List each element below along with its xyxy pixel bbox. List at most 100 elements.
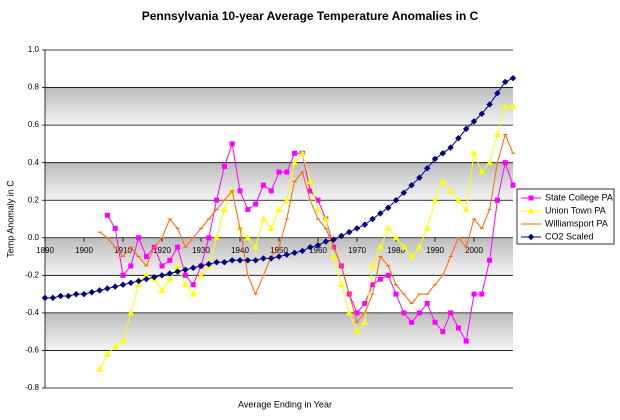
x-tick-label: 1910 [114, 246, 132, 255]
point-marker [268, 188, 274, 194]
legend-label: State College PA [545, 192, 613, 202]
point-marker [384, 204, 392, 211]
point-marker [128, 263, 134, 269]
legend-label: Union Town PA [545, 205, 606, 215]
point-marker [275, 206, 283, 213]
point-marker [136, 235, 142, 241]
point-marker [197, 271, 205, 278]
point-marker [96, 365, 103, 372]
y-axis-title: Temp Anomaly in C [5, 180, 15, 258]
point-marker [440, 329, 446, 335]
point-marker [119, 337, 127, 344]
point-marker [494, 89, 501, 97]
point-marker [400, 189, 408, 196]
x-tick-label: 1970 [348, 246, 366, 255]
point-marker [299, 149, 306, 156]
x-tick-label: 2000 [465, 246, 483, 255]
point-marker [213, 258, 220, 266]
point-marker [174, 268, 181, 275]
point-marker [237, 188, 243, 194]
point-marker [416, 243, 423, 250]
point-marker [112, 225, 118, 231]
point-marker [509, 74, 517, 82]
point-marker [158, 272, 166, 279]
point-marker [221, 206, 228, 213]
point-marker [392, 197, 400, 204]
point-marker [174, 262, 181, 269]
y-tick-label: 0.2 [28, 195, 40, 204]
point-marker [119, 281, 127, 288]
point-marker [80, 290, 88, 298]
point-marker [361, 221, 369, 228]
point-marker [127, 279, 135, 287]
point-marker [470, 118, 478, 125]
legend-marker [528, 195, 534, 201]
series-line [99, 132, 514, 324]
legend-label: CO2 Scaled [545, 231, 594, 241]
point-marker [104, 285, 111, 292]
point-marker [423, 165, 431, 172]
point-marker [462, 206, 470, 213]
point-marker [322, 238, 330, 245]
point-marker [260, 215, 267, 222]
point-marker [354, 310, 360, 316]
point-marker [189, 290, 197, 297]
point-marker [314, 242, 322, 249]
y-tick-label: 0.4 [28, 158, 40, 167]
point-marker [439, 150, 447, 157]
x-tick-label: 1950 [270, 246, 288, 255]
point-marker [377, 210, 384, 217]
point-marker [96, 287, 103, 294]
point-marker [416, 310, 422, 316]
point-marker [267, 255, 275, 262]
point-marker [260, 255, 267, 262]
point-marker [362, 301, 368, 306]
point-marker [229, 141, 235, 147]
point-marker [501, 102, 509, 109]
y-tick-label: 0.0 [28, 233, 40, 242]
point-marker [487, 257, 493, 263]
point-marker [267, 224, 275, 231]
point-marker [447, 144, 454, 151]
legend-marker [527, 233, 535, 241]
x-axis-title: Average Ending in Year [238, 399, 332, 409]
x-tick-label: 1960 [309, 246, 327, 255]
point-marker [478, 110, 486, 118]
point-marker [182, 281, 189, 288]
point-marker [244, 257, 252, 264]
point-marker [292, 150, 298, 156]
point-marker [104, 212, 110, 218]
point-marker [494, 130, 501, 137]
point-marker [213, 234, 220, 241]
point-marker [479, 291, 485, 297]
point-marker [330, 253, 337, 260]
y-tick-label: 0.6 [28, 120, 40, 129]
point-marker [175, 244, 181, 250]
plot-band [45, 162, 513, 201]
point-marker [486, 159, 493, 166]
point-marker [431, 155, 439, 163]
point-marker [424, 301, 430, 306]
point-marker [252, 257, 259, 264]
point-marker [369, 262, 376, 269]
point-marker [159, 263, 165, 269]
point-marker [439, 177, 447, 184]
point-marker [353, 225, 361, 232]
point-marker [127, 309, 135, 316]
point-marker [283, 196, 291, 203]
point-marker [65, 292, 72, 300]
point-marker [143, 254, 149, 260]
point-marker [190, 282, 196, 288]
point-marker [253, 201, 259, 207]
point-marker [291, 249, 298, 257]
point-marker [291, 159, 298, 166]
point-marker [167, 257, 173, 263]
point-marker [314, 206, 322, 213]
point-marker [221, 258, 228, 266]
point-marker [510, 182, 516, 188]
point-marker [377, 243, 384, 250]
point-marker [189, 264, 197, 272]
y-tick-label: -0.6 [25, 346, 39, 355]
point-marker [276, 169, 282, 175]
point-marker [455, 325, 461, 331]
